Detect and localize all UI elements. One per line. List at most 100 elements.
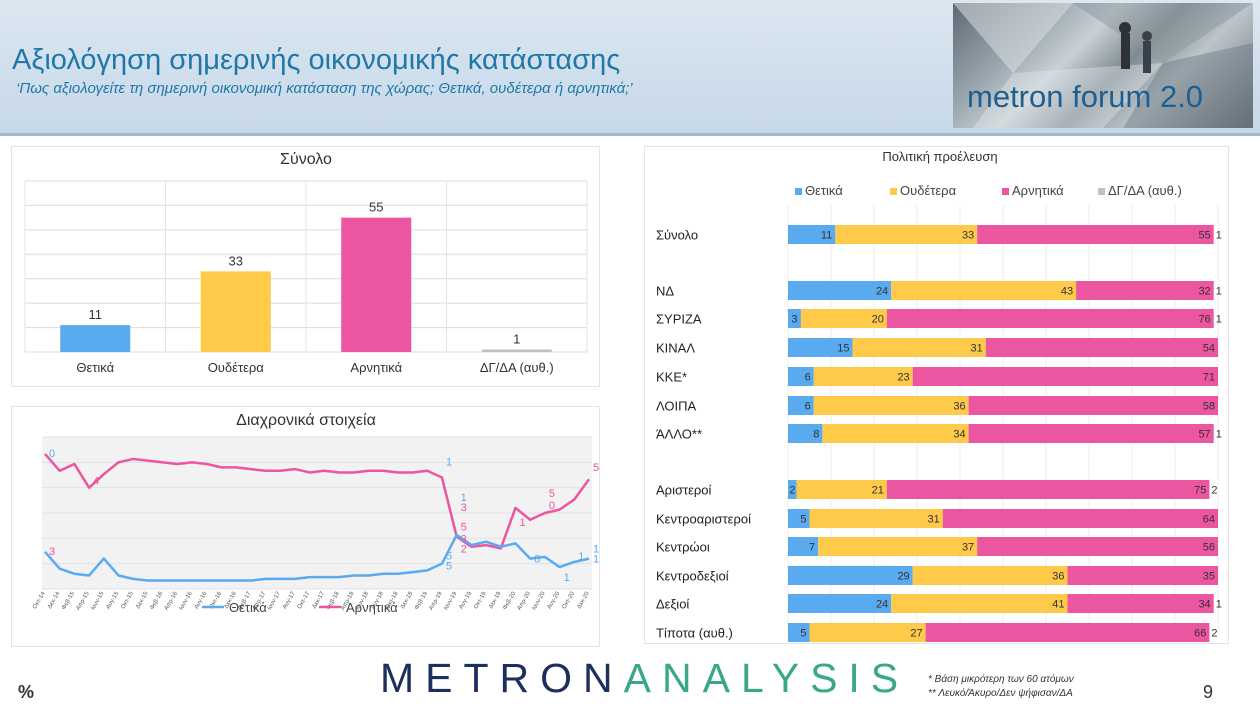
x-tick-label: Οκτ-14 bbox=[32, 590, 47, 610]
stacked-row: Δεξιοί 24 41 34 1 bbox=[656, 594, 1222, 613]
point-label: 0 bbox=[49, 448, 55, 460]
stacked-row: Κεντροαριστεροί 5 31 64 bbox=[656, 509, 1218, 528]
segment-2 bbox=[968, 424, 1214, 443]
segment-0 bbox=[788, 509, 810, 528]
segment-value: 58 bbox=[1203, 401, 1215, 413]
political-chart-title: Πολιτική προέλευση bbox=[882, 149, 997, 164]
x-tick-label: Ιουν-17 bbox=[267, 590, 283, 611]
legend-label: Αρνητικά bbox=[1012, 183, 1064, 198]
segment-0 bbox=[788, 367, 814, 386]
row-label: Σύνολο bbox=[656, 228, 698, 243]
bar-value-label: 11 bbox=[89, 307, 103, 322]
segment-value: 24 bbox=[876, 599, 888, 611]
segment-1 bbox=[800, 309, 887, 328]
segment-value: 21 bbox=[872, 485, 884, 497]
segment-value: 34 bbox=[1198, 599, 1210, 611]
x-tick-label: Ιουν-16 bbox=[179, 590, 195, 611]
bar-1 bbox=[200, 271, 271, 352]
segment-value: 37 bbox=[962, 542, 974, 554]
point-label: 5 bbox=[549, 488, 555, 500]
x-tick-label: Απρ-20 bbox=[517, 590, 533, 611]
segment-value: 71 bbox=[1203, 372, 1215, 384]
segment-value: 56 bbox=[1203, 542, 1215, 554]
segment-2 bbox=[886, 309, 1214, 328]
segment-1 bbox=[813, 396, 969, 415]
row-label: Κεντροαριστεροί bbox=[656, 512, 751, 527]
x-tick-label: Οκτ-15 bbox=[120, 590, 135, 610]
x-tick-label: Ιουν-20 bbox=[531, 590, 547, 611]
stacked-row: Κεντροδεξιοί 29 36 35 bbox=[656, 566, 1218, 585]
segment-1 bbox=[891, 594, 1068, 613]
trend-legend: Θετικά Αρνητικά bbox=[202, 600, 398, 615]
segment-1 bbox=[813, 367, 913, 386]
legend-swatch-2 bbox=[1002, 188, 1009, 195]
segment-2 bbox=[1067, 594, 1214, 613]
metron-forum-logo: metron forum 2.0 bbox=[953, 3, 1253, 128]
row-label: ΚΙΝΑΛ bbox=[656, 341, 695, 356]
footnote-small-base: * Βάση μικρότερη των 60 ατόμων bbox=[928, 674, 1074, 685]
segment-value: 75 bbox=[1194, 485, 1206, 497]
segment-value: 36 bbox=[953, 401, 965, 413]
bar-value-label: 33 bbox=[229, 253, 243, 268]
x-tick-label: Απρ-15 bbox=[76, 590, 92, 611]
x-tick-label: Δεκ-15 bbox=[135, 590, 150, 609]
row-label: ΚΚΕ* bbox=[656, 370, 687, 385]
x-tick-label: Οκτ-20 bbox=[561, 590, 576, 610]
logo-text: metron forum 2.0 bbox=[967, 79, 1204, 114]
dk-value: 1 bbox=[1216, 230, 1222, 242]
stacked-row: ΚΙΝΑΛ 15 31 54 bbox=[656, 338, 1218, 357]
segment-0 bbox=[788, 396, 814, 415]
segment-2 bbox=[925, 623, 1210, 642]
footnote-other: ** Λευκό/Άκυρο/Δεν ψήφισαν/ΔΑ bbox=[928, 688, 1073, 699]
stacked-row: Κεντρώοι 7 37 56 bbox=[656, 537, 1218, 556]
segment-value: 2 bbox=[789, 485, 795, 497]
brand-metron: METRON bbox=[380, 655, 624, 701]
point-label: 1 bbox=[578, 551, 584, 563]
total-chart-title: Σύνολο bbox=[280, 151, 332, 168]
dk-value: 1 bbox=[1216, 429, 1222, 441]
dk-value: 1 bbox=[1216, 599, 1222, 611]
x-tick-label: Δεκ-14 bbox=[47, 590, 62, 609]
point-label: 3 bbox=[461, 534, 467, 546]
segment-2 bbox=[886, 480, 1210, 499]
stacked-row: ΆΛΛΟ** 8 34 57 1 bbox=[656, 424, 1222, 443]
bar-2 bbox=[341, 217, 412, 352]
trend-line-chart: Διαχρονικά στοιχεία 03415332151811505511… bbox=[32, 412, 599, 615]
segment-0 bbox=[788, 566, 913, 585]
dk-value: 1 bbox=[1216, 314, 1222, 326]
row-label: Κεντροδεξιοί bbox=[656, 569, 729, 584]
bar-value-label: 55 bbox=[369, 200, 383, 215]
segment-0 bbox=[788, 281, 892, 300]
point-label: 1 bbox=[593, 554, 599, 566]
point-label: 1 bbox=[461, 492, 467, 504]
segment-value: 5 bbox=[800, 514, 806, 526]
segment-value: 5 bbox=[800, 628, 806, 640]
segment-value: 11 bbox=[821, 230, 832, 242]
point-label: 0 bbox=[549, 500, 555, 512]
x-tick-label: Φεβ-15 bbox=[61, 590, 76, 611]
segment-value: 31 bbox=[971, 343, 983, 355]
positive-series-line bbox=[44, 533, 590, 582]
header-banner: Αξιολόγηση σημερινής οικονομικής κατάστα… bbox=[0, 0, 1260, 136]
point-label: 1 bbox=[593, 544, 599, 556]
point-label: 8 bbox=[534, 554, 540, 566]
x-tick-label: Αυγ-15 bbox=[106, 590, 121, 610]
segment-value: 34 bbox=[953, 429, 965, 441]
segment-2 bbox=[977, 537, 1218, 556]
x-tick-label: Ιουν-19 bbox=[443, 590, 459, 611]
total-bar-chart: Σύνολο 11 33 55 1 Θετικά Ουδέτερα Αρνητικά ΔΓ/… bbox=[24, 151, 588, 375]
stacked-row: ΣΥΡΙΖΑ 3 20 76 1 bbox=[656, 309, 1222, 328]
segment-value: 24 bbox=[876, 286, 888, 298]
legend-swatch-0 bbox=[795, 188, 802, 195]
point-label: 3 bbox=[461, 502, 467, 514]
segment-value: 41 bbox=[1052, 599, 1064, 611]
segment-1 bbox=[818, 537, 978, 556]
page-subtitle: ‘Πως αξιολογείτε τη σημερινή οικονομική … bbox=[16, 80, 633, 97]
legend-label: ΔΓ/ΔΑ (αυθ.) bbox=[1108, 183, 1182, 198]
segment-1 bbox=[891, 281, 1077, 300]
segment-1 bbox=[796, 480, 887, 499]
segment-2 bbox=[1067, 566, 1218, 585]
point-label: 5 bbox=[593, 462, 599, 474]
segment-value: 15 bbox=[837, 343, 849, 355]
x-tick-label: Ιουν-15 bbox=[90, 590, 106, 611]
